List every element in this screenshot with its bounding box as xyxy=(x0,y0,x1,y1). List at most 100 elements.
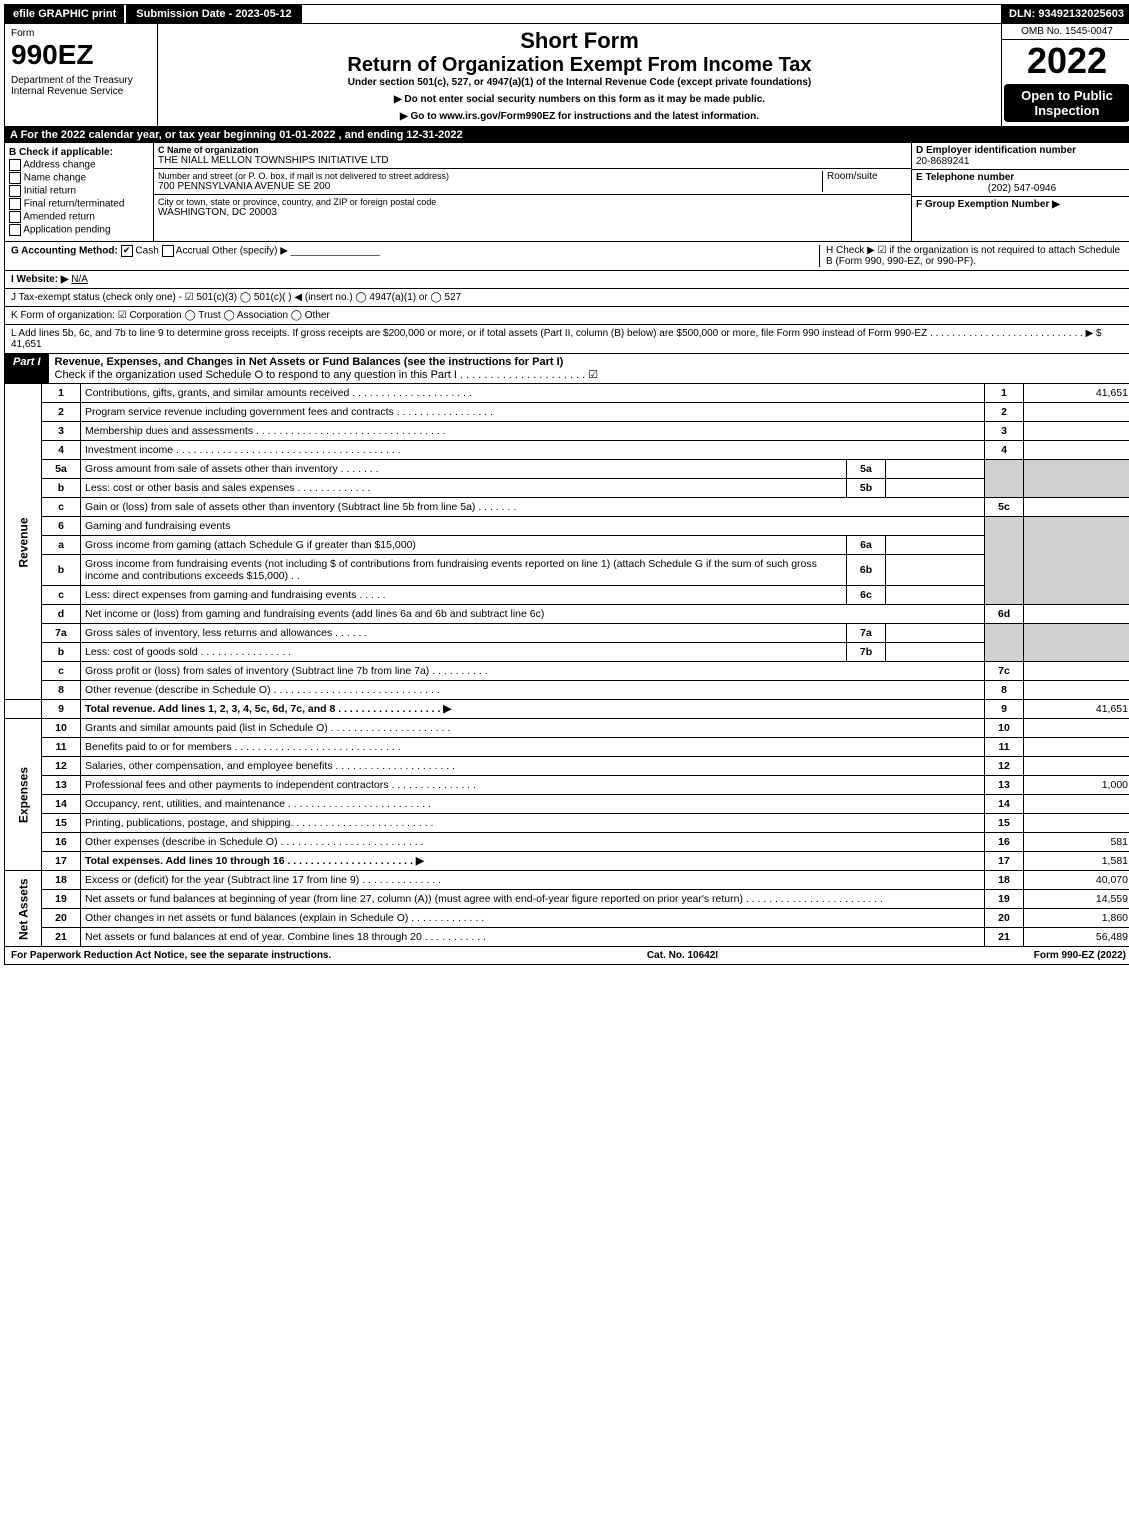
line-17-amount: 1,581 xyxy=(1024,852,1129,871)
line-16-amount: 581 xyxy=(1024,833,1129,852)
section-j-row: J Tax-exempt status (check only one) - ☑… xyxy=(4,289,1129,307)
tax-year: 2022 xyxy=(1002,40,1129,82)
main-title: Return of Organization Exempt From Incom… xyxy=(162,54,997,77)
line-2-num: 2 xyxy=(42,403,81,422)
line-4-amount xyxy=(1024,441,1129,460)
irs-link-note: ▶ Go to www.irs.gov/Form990EZ for instru… xyxy=(162,111,997,122)
line-7c-amount xyxy=(1024,662,1129,681)
line-5a-value xyxy=(886,460,985,479)
line-8-amount xyxy=(1024,681,1129,700)
line-6c-desc: Less: direct expenses from gaming and fu… xyxy=(81,586,847,605)
line-7a-value xyxy=(886,624,985,643)
org-name: THE NIALL MELLON TOWNSHIPS INITIATIVE LT… xyxy=(158,155,907,166)
line-6b-desc: Gross income from fundraising events (no… xyxy=(81,555,847,586)
checkbox-amended-return[interactable]: Amended return xyxy=(9,211,149,223)
line-6c-sub: 6c xyxy=(847,586,886,605)
gross-receipts-amount: 41,651 xyxy=(11,339,42,350)
checkbox-cash[interactable] xyxy=(121,245,133,257)
line-16-desc: Other expenses (describe in Schedule O) … xyxy=(81,833,985,852)
checkbox-initial-return[interactable]: Initial return xyxy=(9,185,149,197)
line-5b-value xyxy=(886,479,985,498)
checkbox-final-return[interactable]: Final return/terminated xyxy=(9,198,149,210)
efile-print-button[interactable]: efile GRAPHIC print xyxy=(5,5,126,23)
line-6c-value xyxy=(886,586,985,605)
line-10-amount xyxy=(1024,719,1129,738)
section-g-h-row: G Accounting Method: Cash Accrual Other … xyxy=(4,242,1129,271)
line-7b-desc: Less: cost of goods sold . . . . . . . .… xyxy=(81,643,847,662)
line-2-amount xyxy=(1024,403,1129,422)
omb-number: OMB No. 1545-0047 xyxy=(1002,24,1129,40)
city-state-zip: WASHINGTON, DC 20003 xyxy=(158,207,907,218)
part-i-tag: Part I xyxy=(5,354,49,383)
line-19-desc: Net assets or fund balances at beginning… xyxy=(81,890,985,909)
line-5a-sub: 5a xyxy=(847,460,886,479)
subtitle: Under section 501(c), 527, or 4947(a)(1)… xyxy=(162,77,997,88)
line-5c-amount xyxy=(1024,498,1129,517)
line-1-num: 1 xyxy=(42,384,81,403)
line-14-desc: Occupancy, rent, utilities, and maintena… xyxy=(81,795,985,814)
line-8-desc: Other revenue (describe in Schedule O) .… xyxy=(81,681,985,700)
part-i-title: Revenue, Expenses, and Changes in Net As… xyxy=(49,354,1129,383)
netassets-side-label: Net Assets xyxy=(5,871,42,947)
line-15-desc: Printing, publications, postage, and shi… xyxy=(81,814,985,833)
checkbox-address-change[interactable]: Address change xyxy=(9,159,149,171)
line-13-desc: Professional fees and other payments to … xyxy=(81,776,985,795)
address-label: Number and street (or P. O. box, if mail… xyxy=(158,171,822,181)
top-bar: efile GRAPHIC print Submission Date - 20… xyxy=(4,4,1129,24)
accounting-method-label: G Accounting Method: xyxy=(11,246,118,257)
line-19-amount: 14,559 xyxy=(1024,890,1129,909)
line-5b-desc: Less: cost or other basis and sales expe… xyxy=(81,479,847,498)
line-6d-amount xyxy=(1024,605,1129,624)
line-7a-desc: Gross sales of inventory, less returns a… xyxy=(81,624,847,643)
line-5a-desc: Gross amount from sale of assets other t… xyxy=(81,460,847,479)
line-6b-value xyxy=(886,555,985,586)
line-6-desc: Gaming and fundraising events xyxy=(81,517,985,536)
section-l-row: L Add lines 5b, 6c, and 7b to line 9 to … xyxy=(4,325,1129,354)
line-6a-sub: 6a xyxy=(847,536,886,555)
line-21-desc: Net assets or fund balances at end of ye… xyxy=(81,928,985,947)
line-13-amount: 1,000 xyxy=(1024,776,1129,795)
line-14-amount xyxy=(1024,795,1129,814)
section-a-bar: A For the 2022 calendar year, or tax yea… xyxy=(4,127,1129,143)
checkbox-name-change[interactable]: Name change xyxy=(9,172,149,184)
address: 700 PENNSYLVANIA AVENUE SE 200 xyxy=(158,181,822,192)
line-7c-desc: Gross profit or (loss) from sales of inv… xyxy=(81,662,985,681)
website-value: N/A xyxy=(71,274,88,285)
short-form-title: Short Form xyxy=(162,28,997,54)
line-7b-sub: 7b xyxy=(847,643,886,662)
ein-value: 20-8689241 xyxy=(916,156,1128,167)
line-21-amount: 56,489 xyxy=(1024,928,1129,947)
section-i-row: I Website: ▶ N/A xyxy=(4,271,1129,289)
line-7a-sub: 7a xyxy=(847,624,886,643)
phone-label: E Telephone number xyxy=(916,172,1128,183)
part-i-check: Check if the organization used Schedule … xyxy=(55,369,599,381)
line-5b-sub: 5b xyxy=(847,479,886,498)
line-18-desc: Excess or (deficit) for the year (Subtra… xyxy=(81,871,985,890)
footer-form-ref: Form 990-EZ (2022) xyxy=(1034,950,1126,961)
room-suite-label: Room/suite xyxy=(822,171,907,192)
line-12-desc: Salaries, other compensation, and employ… xyxy=(81,757,985,776)
line-11-desc: Benefits paid to or for members . . . . … xyxy=(81,738,985,757)
ein-label: D Employer identification number xyxy=(916,145,1128,156)
line-17-desc: Total expenses. Add lines 10 through 16 … xyxy=(81,852,985,871)
line-18-amount: 40,070 xyxy=(1024,871,1129,890)
line-3-amount xyxy=(1024,422,1129,441)
checkbox-accrual[interactable] xyxy=(162,245,174,257)
line-9-desc: Total revenue. Add lines 1, 2, 3, 4, 5c,… xyxy=(81,700,985,719)
title-box: Short Form Return of Organization Exempt… xyxy=(158,24,1001,126)
lines-table: Revenue 1 Contributions, gifts, grants, … xyxy=(4,384,1129,947)
checkbox-application-pending[interactable]: Application pending xyxy=(9,224,149,236)
footer-catalog-number: Cat. No. 10642I xyxy=(647,950,718,961)
line-1-desc: Contributions, gifts, grants, and simila… xyxy=(81,384,985,403)
page-footer: For Paperwork Reduction Act Notice, see … xyxy=(4,947,1129,965)
section-d-e-f: D Employer identification number 20-8689… xyxy=(911,143,1129,241)
dln-label: DLN: 93492132025603 xyxy=(1001,5,1129,23)
submission-date: Submission Date - 2023-05-12 xyxy=(126,5,301,23)
line-11-amount xyxy=(1024,738,1129,757)
line-6b-sub: 6b xyxy=(847,555,886,586)
line-20-amount: 1,860 xyxy=(1024,909,1129,928)
revenue-side-label: Revenue xyxy=(5,384,42,700)
form-number: 990EZ xyxy=(11,39,151,71)
accrual-label: Accrual xyxy=(176,246,209,257)
year-box: OMB No. 1545-0047 2022 Open to Public In… xyxy=(1001,24,1129,126)
